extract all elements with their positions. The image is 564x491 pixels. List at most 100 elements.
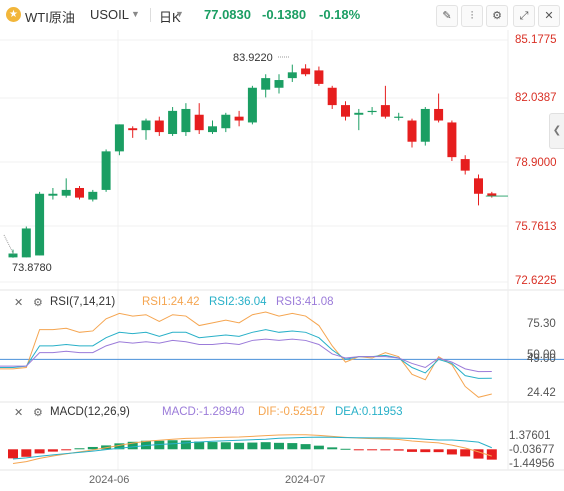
period-dropdown-icon[interactable]: ▼ — [175, 9, 184, 19]
rsi1-line — [0, 311, 492, 398]
candle — [141, 118, 151, 140]
expand-panel-icon[interactable]: ❮ — [549, 113, 564, 149]
rsi2-value: RSI2:36.04 — [209, 296, 267, 308]
macd-bar — [167, 440, 178, 450]
date-axis-label: 2024-06 — [89, 474, 130, 486]
macd-bar — [353, 449, 364, 451]
candle-body — [247, 87, 257, 123]
candle-body — [460, 159, 470, 171]
last-price: 77.0830 — [204, 7, 251, 22]
price-axis-label: 85.1775 — [515, 34, 557, 46]
candle — [474, 174, 483, 206]
candle — [208, 120, 217, 135]
low-annotation: 73.8780 — [12, 262, 52, 274]
macd-bar — [460, 449, 471, 457]
macd-bar — [207, 442, 218, 450]
candle-body — [434, 108, 444, 121]
symbol-name[interactable]: WTI原油 — [25, 10, 75, 25]
fullscreen-icon[interactable]: ⤢ — [513, 5, 535, 27]
hide-indicator-icon[interactable]: ✕ — [14, 407, 24, 419]
close-icon[interactable]: ✕ — [538, 5, 560, 27]
indicator-settings-icon[interactable]: ⚙ — [33, 297, 43, 309]
rsi-axis-label: 24.42 — [527, 387, 556, 399]
high-annotation: 83.9220 — [233, 52, 273, 64]
toolbar-divider — [150, 8, 151, 22]
price-change: -0.1380 — [262, 7, 307, 22]
draw-tool-icon[interactable]: ✎ — [436, 5, 458, 27]
macd-dea-line — [12, 436, 492, 460]
macd-lines — [12, 434, 492, 465]
macd-bar — [234, 442, 245, 450]
dea-value: DEA:0.11953 — [335, 406, 403, 418]
candle-body — [154, 120, 164, 133]
candle-body — [394, 116, 404, 118]
candle-body — [367, 110, 377, 113]
rsi3-line — [0, 338, 492, 373]
candlestick-series — [3, 56, 508, 258]
candle-body — [234, 116, 244, 121]
macd-bar — [380, 449, 391, 451]
indicator-icon[interactable]: ⫶ — [461, 5, 483, 27]
symbol-code[interactable]: USOIL — [90, 7, 130, 22]
candle — [434, 93, 444, 123]
rsi3-value: RSI3:41.08 — [276, 296, 334, 308]
macd-histogram — [8, 440, 497, 460]
candle-body — [274, 80, 284, 88]
candle-body — [128, 128, 138, 131]
price-axis-label: 72.6225 — [515, 275, 557, 287]
candle-body — [487, 193, 497, 197]
candle-body — [208, 126, 217, 133]
candle — [168, 107, 178, 136]
candle — [287, 64, 297, 82]
macd-bar — [87, 446, 98, 450]
macd-bar — [367, 449, 378, 451]
candle-body — [141, 120, 151, 131]
candle-body — [301, 68, 311, 75]
indicator-settings-icon[interactable]: ⚙ — [33, 407, 43, 419]
macd-bar — [127, 441, 138, 450]
symbol-dropdown-icon[interactable]: ▼ — [131, 9, 140, 19]
candle — [61, 178, 71, 198]
candle-body — [287, 72, 297, 79]
chart-grid — [0, 30, 564, 471]
candle-body — [35, 193, 45, 256]
macd-bar — [47, 449, 58, 452]
macd-bar — [313, 445, 324, 450]
oil-badge-icon: ★ — [6, 7, 21, 22]
candle-body — [341, 105, 350, 117]
candle — [341, 101, 350, 121]
candle — [221, 112, 231, 133]
period-selector[interactable]: 日K — [159, 10, 181, 25]
macd-bar — [433, 449, 444, 453]
macd-bar — [114, 443, 125, 450]
candle — [380, 85, 390, 119]
rsi-axis-label: 49.00 — [527, 353, 556, 365]
candle — [327, 85, 337, 109]
rsi-axis-label: 75.30 — [527, 318, 556, 330]
hide-indicator-icon[interactable]: ✕ — [14, 297, 24, 309]
candle — [420, 107, 430, 146]
rsi-lines — [0, 311, 564, 398]
candle — [194, 103, 204, 135]
price-axis-label: 75.7613 — [515, 221, 557, 233]
low-marker-line — [3, 234, 15, 256]
date-axis-label: 2024-07 — [285, 474, 326, 486]
rsi-title[interactable]: RSI(7,14,21) — [50, 296, 116, 308]
candle — [114, 124, 124, 156]
macd-bar — [300, 444, 311, 450]
candle — [48, 187, 58, 200]
macd-axis-label: -1.44956 — [509, 458, 555, 470]
macd-bar — [247, 442, 258, 450]
candle — [354, 108, 364, 131]
macd-bar — [260, 442, 271, 450]
candle — [247, 85, 257, 125]
settings-icon[interactable]: ⚙ — [486, 5, 508, 27]
candle-body — [420, 108, 430, 142]
macd-bar — [274, 442, 284, 450]
candle — [407, 118, 417, 148]
macd-title[interactable]: MACD(12,26,9) — [50, 406, 130, 418]
macd-bar — [34, 449, 45, 454]
candle — [101, 149, 111, 192]
macd-bar — [194, 441, 205, 450]
